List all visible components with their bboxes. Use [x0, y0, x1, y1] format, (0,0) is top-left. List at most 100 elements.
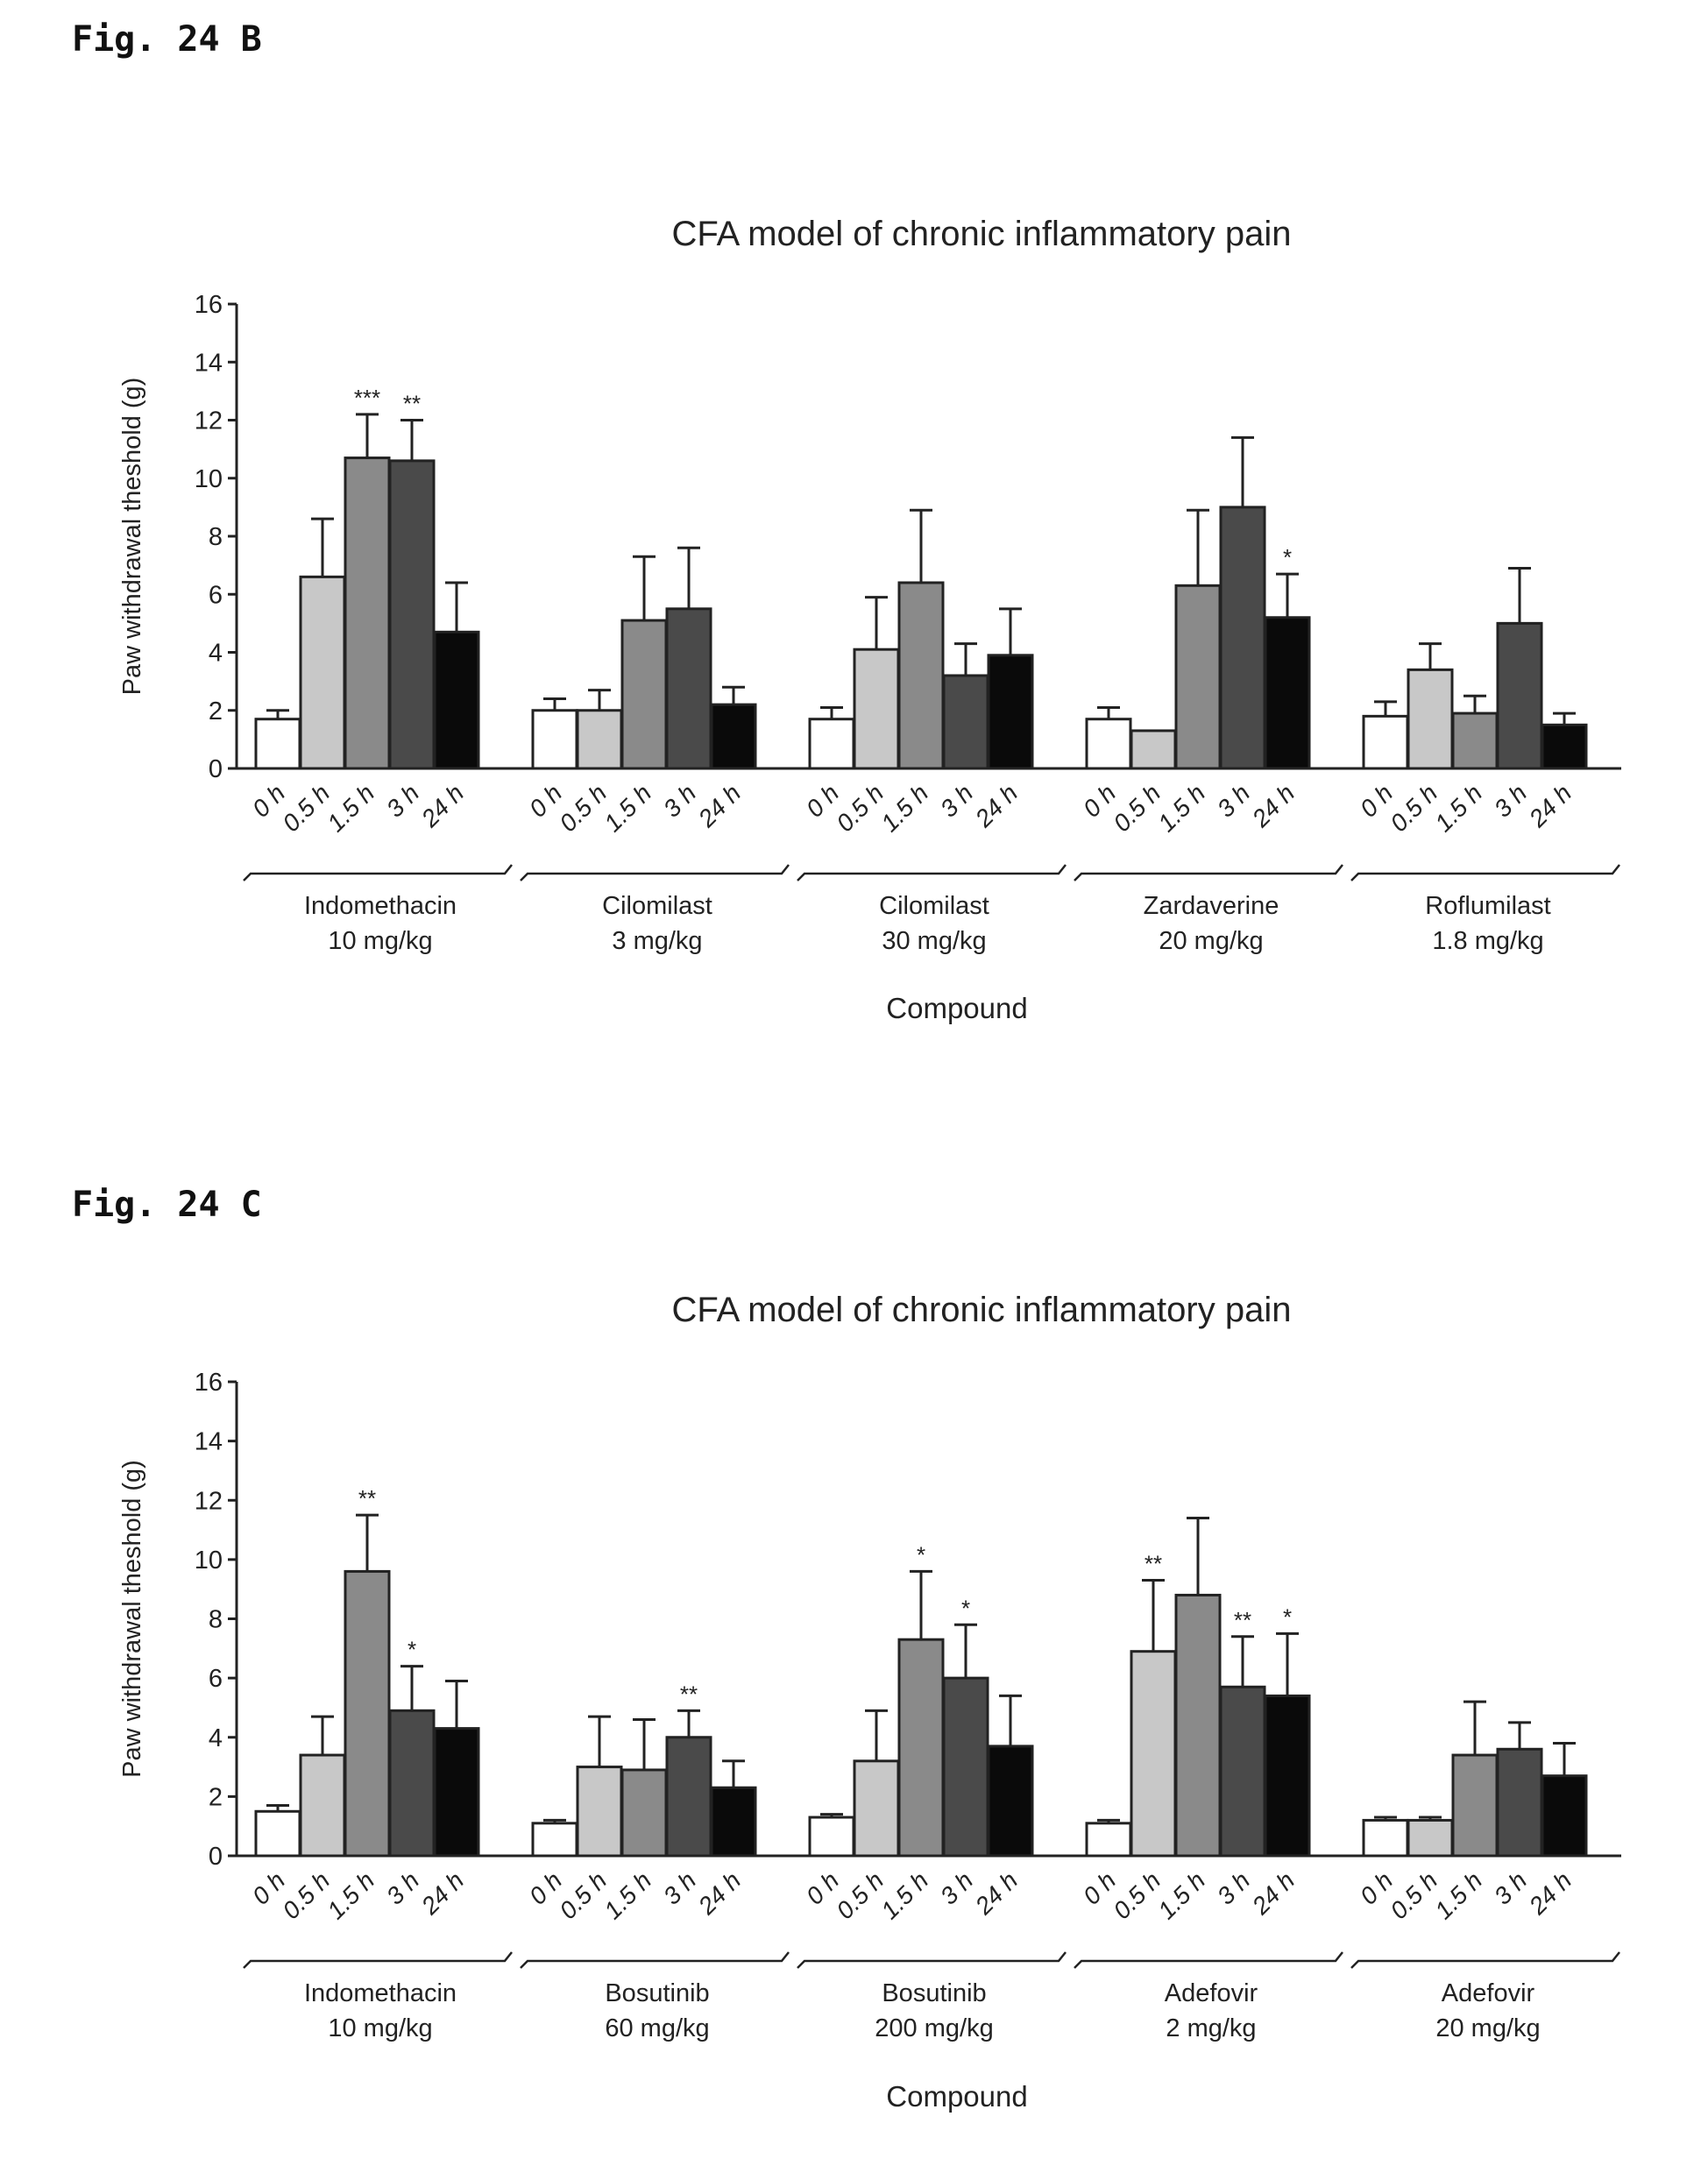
y-tick-label: 6: [209, 1665, 223, 1693]
significance-marker: **: [680, 1681, 698, 1707]
x-tick-label: 24 h: [969, 779, 1023, 832]
y-tick-label: 12: [195, 407, 223, 435]
x-tick-label: 24 h: [1246, 1866, 1300, 1920]
bar: [256, 719, 300, 768]
x-axis-label: Compound: [886, 992, 1027, 1024]
x-tick-label: 0.5 h: [1385, 1866, 1442, 1924]
bar: [345, 1571, 389, 1856]
bar: [667, 1738, 711, 1856]
bar: [1176, 585, 1220, 768]
x-tick-label: 1.5 h: [1152, 1866, 1210, 1924]
x-tick-label: 3 h: [1489, 779, 1532, 822]
significance-marker: *: [917, 1541, 925, 1568]
group-dose: 60 mg/kg: [605, 2014, 709, 2042]
bar: [301, 1755, 344, 1856]
y-tick-label: 16: [195, 291, 223, 319]
bar: [1498, 623, 1541, 768]
x-tick-label: 3 h: [935, 779, 978, 822]
bar: [1453, 713, 1497, 768]
x-tick-label: 1.5 h: [1152, 779, 1210, 837]
bar: [1364, 1820, 1407, 1856]
group-bracket: [1351, 1952, 1619, 1968]
group-dose: 2 mg/kg: [1166, 2014, 1256, 2042]
bar: [1265, 618, 1309, 768]
significance-marker: *: [1283, 544, 1292, 570]
y-tick-label: 4: [209, 640, 223, 668]
bar: [1176, 1595, 1220, 1856]
y-tick-label: 2: [209, 1783, 223, 1811]
x-tick-label: 3 h: [381, 779, 424, 822]
group-name: Adefovir: [1165, 1979, 1258, 2007]
x-tick-label: 0.5 h: [1108, 779, 1166, 837]
x-tick-label: 1.5 h: [875, 1866, 933, 1924]
group-bracket: [244, 865, 512, 881]
x-tick-label: 0.5 h: [554, 1866, 612, 1924]
bar: [301, 577, 344, 768]
y-tick-label: 2: [209, 697, 223, 726]
x-tick-label: 3 h: [935, 1866, 978, 1909]
x-tick-label: 1.5 h: [322, 779, 379, 837]
bar: [1542, 725, 1586, 768]
x-tick-label: 1.5 h: [1429, 1866, 1487, 1924]
bar: [810, 1817, 854, 1856]
bar: [533, 711, 577, 768]
group-name: Bosutinib: [882, 1979, 986, 2007]
bar: [1131, 731, 1175, 768]
bar: [1221, 507, 1265, 768]
x-axis-label: Compound: [886, 2080, 1027, 2113]
group-name: Adefovir: [1442, 1979, 1535, 2007]
significance-marker: **: [1234, 1607, 1251, 1633]
bar: [622, 1770, 666, 1856]
bar: [1498, 1749, 1541, 1856]
y-tick-label: 12: [195, 1487, 223, 1515]
y-tick-label: 6: [209, 581, 223, 609]
significance-marker: **: [403, 391, 421, 417]
group-name: Cilomilast: [602, 892, 712, 920]
x-tick-label: 0.5 h: [831, 779, 889, 837]
x-tick-label: 0.5 h: [831, 1866, 889, 1924]
group-name: Roflumilast: [1425, 892, 1550, 920]
x-tick-label: 24 h: [1246, 779, 1300, 832]
group-bracket: [521, 1952, 789, 1968]
bar: [622, 620, 666, 768]
bar: [989, 655, 1032, 768]
bar: [989, 1746, 1032, 1856]
y-tick-label: 14: [195, 349, 223, 377]
significance-marker: ***: [354, 385, 380, 411]
y-tick-label: 4: [209, 1724, 223, 1752]
group-name: Zardaverine: [1144, 892, 1279, 920]
y-tick-label: 8: [209, 1606, 223, 1634]
bar: [1408, 1820, 1452, 1856]
group-dose: 10 mg/kg: [328, 2014, 432, 2042]
bar: [1221, 1687, 1265, 1856]
group-bracket: [1351, 865, 1619, 881]
group-dose: 10 mg/kg: [328, 927, 432, 955]
significance-marker: *: [408, 1637, 416, 1663]
chart-title: CFA model of chronic inflammatory pain: [672, 215, 1292, 253]
y-tick-label: 0: [209, 755, 223, 783]
x-tick-label: 24 h: [415, 1866, 469, 1920]
y-tick-label: 16: [195, 1369, 223, 1397]
x-tick-label: 24 h: [692, 1866, 746, 1920]
bar: [667, 609, 711, 768]
group-bracket: [1074, 865, 1343, 881]
bar-chart-fig-24b: CFA model of chronic inflammatory painPa…: [0, 0, 1708, 1086]
significance-marker: *: [961, 1595, 970, 1621]
x-tick-label: 0.5 h: [1385, 779, 1442, 837]
bar: [1364, 716, 1407, 768]
bar: [810, 719, 854, 768]
bar: [1408, 669, 1452, 768]
bar: [854, 649, 898, 768]
bar: [435, 632, 478, 768]
bar: [345, 458, 389, 768]
bar: [899, 583, 943, 768]
group-dose: 20 mg/kg: [1435, 2014, 1540, 2042]
y-tick-label: 0: [209, 1843, 223, 1871]
group-bracket: [797, 865, 1066, 881]
x-tick-label: 24 h: [969, 1866, 1023, 1920]
bar-chart-fig-24c: CFA model of chronic inflammatory painPa…: [0, 1079, 1708, 2166]
x-tick-label: 0.5 h: [277, 779, 335, 837]
x-tick-label: 3 h: [658, 779, 701, 822]
group-dose: 3 mg/kg: [612, 927, 702, 955]
bar: [1453, 1755, 1497, 1856]
